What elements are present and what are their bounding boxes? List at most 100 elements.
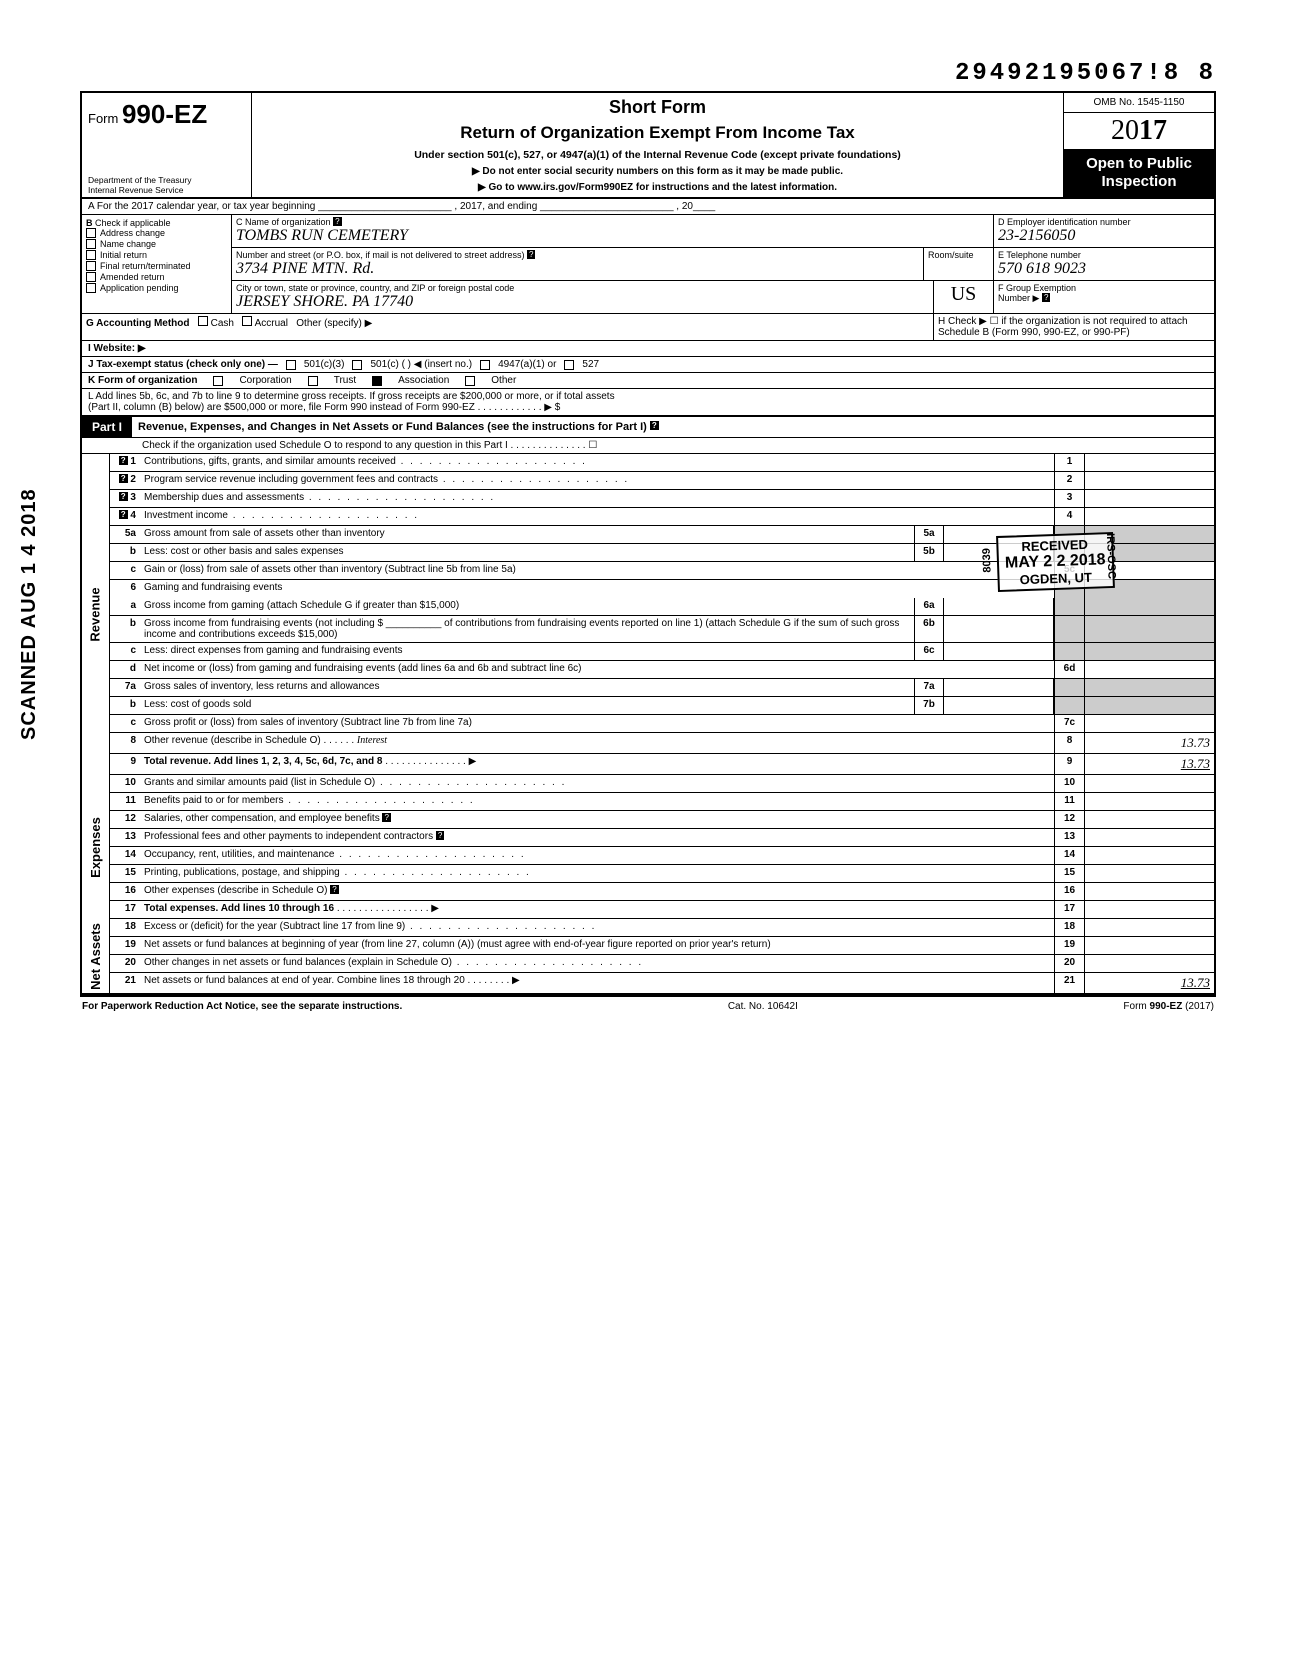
val-21[interactable]: 13.73: [1084, 973, 1214, 993]
line-9: Total revenue. Add lines 1, 2, 3, 4, 5c,…: [140, 754, 1054, 774]
line-7a: Gross sales of inventory, less returns a…: [140, 679, 914, 696]
val-12[interactable]: [1084, 811, 1214, 828]
line-17: Total expenses. Add lines 10 through 16 …: [140, 901, 1054, 918]
f-label: F Group Exemption: [998, 283, 1210, 293]
us-marker: US: [934, 281, 994, 313]
identity-block: B Check if applicable Address change Nam…: [82, 215, 1214, 314]
line-6c: Less: direct expenses from gaming and fu…: [140, 643, 914, 660]
val-15[interactable]: [1084, 865, 1214, 882]
chk-corp[interactable]: [213, 376, 223, 386]
side-netassets: Net Assets: [88, 923, 103, 990]
line-6d: Net income or (loss) from gaming and fun…: [140, 661, 1054, 678]
street-label: Number and street (or P.O. box, if mail …: [236, 250, 524, 260]
c-label: C Name of organization: [236, 217, 331, 227]
chk-501c[interactable]: [352, 360, 362, 370]
line-1: Contributions, gifts, grants, and simila…: [140, 454, 1054, 471]
title-main: Return of Organization Exempt From Incom…: [258, 123, 1057, 143]
tax-year: 2017: [1064, 113, 1214, 149]
chk-name-change[interactable]: Name change: [86, 239, 227, 249]
val-1[interactable]: [1084, 454, 1214, 471]
val-7b[interactable]: [944, 697, 1054, 714]
chk-address-change[interactable]: Address change: [86, 228, 227, 238]
val-8[interactable]: 13.73: [1084, 733, 1214, 753]
footer-paperwork: For Paperwork Reduction Act Notice, see …: [82, 1001, 402, 1012]
part1-title: Revenue, Expenses, and Changes in Net As…: [132, 419, 1214, 435]
val-17[interactable]: [1084, 901, 1214, 918]
val-6c[interactable]: [944, 643, 1054, 660]
e-label: E Telephone number: [998, 250, 1210, 260]
val-9[interactable]: 13.73: [1084, 754, 1214, 774]
row-i-website: I Website: ▶: [82, 341, 1214, 357]
chk-4947[interactable]: [480, 360, 490, 370]
form-prefix: Form: [88, 111, 118, 126]
chk-501c3[interactable]: [286, 360, 296, 370]
header-mid: Short Form Return of Organization Exempt…: [252, 93, 1064, 197]
col-b-checkboxes: B Check if applicable Address change Nam…: [82, 215, 232, 313]
row-g-h: G Accounting Method Cash Accrual Other (…: [82, 314, 1214, 341]
val-11[interactable]: [1084, 793, 1214, 810]
scanned-stamp: SCANNED AUG 1 4 2018: [18, 488, 41, 740]
title-short: Short Form: [258, 97, 1057, 118]
val-6a[interactable]: [944, 598, 1054, 615]
footer-catno: Cat. No. 10642I: [728, 1001, 798, 1012]
val-6d[interactable]: [1084, 661, 1214, 678]
val-19[interactable]: [1084, 937, 1214, 954]
line-12: Salaries, other compensation, and employ…: [140, 811, 1054, 828]
line-21: Net assets or fund balances at end of ye…: [140, 973, 1054, 993]
val-13[interactable]: [1084, 829, 1214, 846]
open-public: Open to PublicInspection: [1064, 149, 1214, 197]
chk-cash[interactable]: [198, 316, 208, 326]
header-right: OMB No. 1545-1150 2017 Open to PublicIns…: [1064, 93, 1214, 197]
chk-assoc[interactable]: [372, 376, 382, 386]
line-11: Benefits paid to or for members: [140, 793, 1054, 810]
part1-header: Part I Revenue, Expenses, and Changes in…: [82, 417, 1214, 438]
line-4: Investment income: [140, 508, 1054, 525]
val-2[interactable]: [1084, 472, 1214, 489]
city-value: JERSEY SHORE. PA 17740: [236, 293, 929, 311]
val-3[interactable]: [1084, 490, 1214, 507]
line-7b: Less: cost of goods sold: [140, 697, 914, 714]
chk-other[interactable]: [465, 376, 475, 386]
chk-amended-return[interactable]: Amended return: [86, 272, 227, 282]
row-k-orgform: K Form of organization Corporation Trust…: [82, 373, 1214, 389]
line-6a: Gross income from gaming (attach Schedul…: [140, 598, 914, 615]
row-a-taxyear: A For the 2017 calendar year, or tax yea…: [82, 199, 1214, 215]
chk-final-return[interactable]: Final return/terminated: [86, 261, 227, 271]
line-5a: Gross amount from sale of assets other t…: [140, 526, 914, 543]
val-4[interactable]: [1084, 508, 1214, 525]
line-5b: Less: cost or other basis and sales expe…: [140, 544, 914, 561]
phone-value: 570 618 9023: [998, 260, 1210, 278]
line-5c: Gain or (loss) from sale of assets other…: [140, 562, 1054, 579]
form-header: Form 990-EZ Department of the Treasury I…: [82, 93, 1214, 199]
page-footer: For Paperwork Reduction Act Notice, see …: [80, 997, 1216, 1016]
line-18: Excess or (deficit) for the year (Subtra…: [140, 919, 1054, 936]
val-7c[interactable]: [1084, 715, 1214, 732]
val-20[interactable]: [1084, 955, 1214, 972]
arrow-url: ▶ Go to www.irs.gov/Form990EZ for instru…: [258, 182, 1057, 193]
chk-application-pending[interactable]: Application pending: [86, 283, 227, 293]
val-10[interactable]: [1084, 775, 1214, 792]
arrow-ssn: ▶ Do not enter social security numbers o…: [258, 166, 1057, 177]
val-18[interactable]: [1084, 919, 1214, 936]
received-stamp: RECEIVED 8039 MAY 2 2 2018 IRS-OSC OGDEN…: [997, 532, 1115, 592]
f-label2: Number ▶: [998, 293, 1039, 303]
side-expenses: Expenses: [88, 817, 103, 878]
netassets-section: Net Assets 18Excess or (deficit) for the…: [82, 919, 1214, 995]
line-10: Grants and similar amounts paid (list in…: [140, 775, 1054, 792]
val-6b[interactable]: [944, 616, 1054, 642]
chk-accrual[interactable]: [242, 316, 252, 326]
d-label: D Employer identification number: [998, 217, 1210, 227]
part1-tag: Part I: [82, 417, 132, 437]
val-16[interactable]: [1084, 883, 1214, 900]
chk-initial-return[interactable]: Initial return: [86, 250, 227, 260]
dept-irs: Internal Revenue Service: [88, 186, 245, 195]
row-l-gross: L Add lines 5b, 6c, and 7b to line 9 to …: [82, 389, 1214, 417]
val-7a[interactable]: [944, 679, 1054, 696]
header-left: Form 990-EZ Department of the Treasury I…: [82, 93, 252, 197]
chk-trust[interactable]: [308, 376, 318, 386]
chk-527[interactable]: [564, 360, 574, 370]
line-13: Professional fees and other payments to …: [140, 829, 1054, 846]
val-14[interactable]: [1084, 847, 1214, 864]
city-label: City or town, state or province, country…: [236, 283, 929, 293]
room-suite: Room/suite: [924, 248, 994, 280]
